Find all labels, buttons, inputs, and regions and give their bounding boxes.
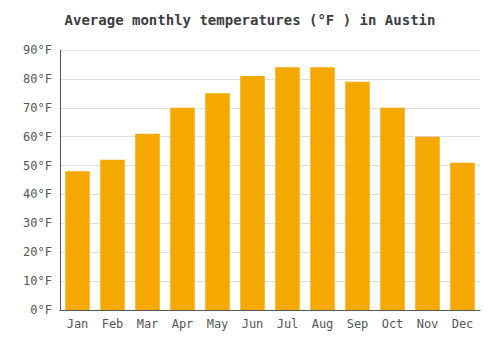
svg-text:Nov: Nov: [417, 317, 439, 331]
svg-text:Jan: Jan: [67, 317, 89, 331]
svg-text:70°F: 70°F: [23, 101, 52, 115]
svg-text:0°F: 0°F: [30, 303, 52, 317]
svg-text:40°F: 40°F: [23, 187, 52, 201]
svg-text:Jul: Jul: [277, 317, 299, 331]
svg-text:80°F: 80°F: [23, 72, 52, 86]
svg-text:10°F: 10°F: [23, 274, 52, 288]
svg-text:50°F: 50°F: [23, 159, 52, 173]
svg-text:Mar: Mar: [137, 317, 159, 331]
svg-text:90°F: 90°F: [23, 43, 52, 57]
svg-text:30°F: 30°F: [23, 216, 52, 230]
svg-text:Average monthly temperatures (: Average monthly temperatures (°F ) in Au…: [65, 12, 436, 28]
svg-text:Aug: Aug: [312, 317, 334, 331]
svg-text:60°F: 60°F: [23, 130, 52, 144]
svg-text:May: May: [207, 317, 229, 331]
svg-text:20°F: 20°F: [23, 245, 52, 259]
svg-text:Dec: Dec: [452, 317, 474, 331]
svg-text:Jun: Jun: [242, 317, 264, 331]
svg-text:Sep: Sep: [347, 317, 369, 331]
svg-text:Feb: Feb: [102, 317, 124, 331]
svg-text:Oct: Oct: [382, 317, 404, 331]
svg-text:Apr: Apr: [172, 317, 194, 331]
